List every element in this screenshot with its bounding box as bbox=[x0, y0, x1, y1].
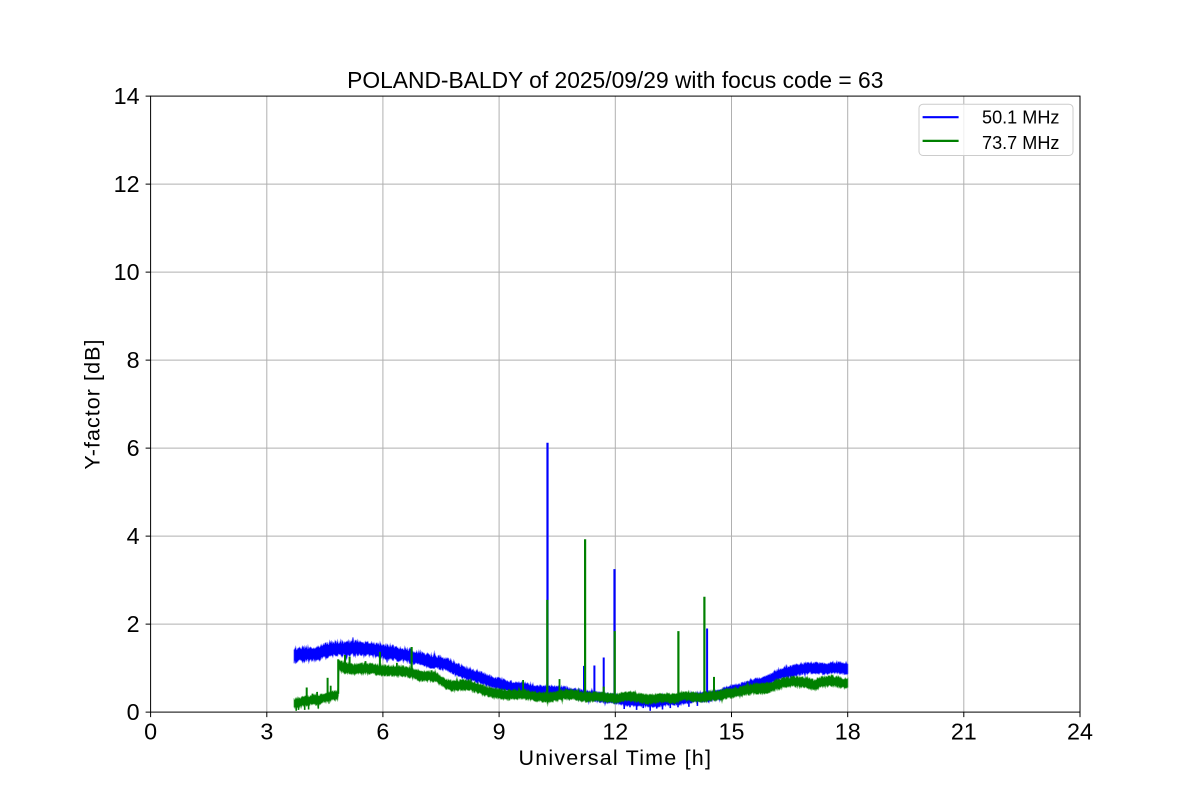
svg-text:15: 15 bbox=[719, 719, 745, 745]
svg-text:3: 3 bbox=[260, 719, 273, 745]
svg-text:Universal Time [h]: Universal Time [h] bbox=[518, 746, 712, 770]
svg-text:Y-factor [dB]: Y-factor [dB] bbox=[81, 339, 105, 470]
svg-text:24: 24 bbox=[1067, 719, 1093, 745]
svg-text:0: 0 bbox=[127, 699, 140, 725]
svg-text:50.1 MHz: 50.1 MHz bbox=[982, 108, 1059, 128]
svg-text:4: 4 bbox=[127, 523, 140, 549]
svg-text:9: 9 bbox=[493, 719, 506, 745]
svg-text:14: 14 bbox=[114, 83, 140, 109]
svg-text:0: 0 bbox=[144, 719, 157, 745]
svg-text:POLAND-BALDY of 2025/09/29 wit: POLAND-BALDY of 2025/09/29 with focus co… bbox=[347, 67, 883, 93]
svg-text:12: 12 bbox=[602, 719, 628, 745]
svg-text:6: 6 bbox=[376, 719, 389, 745]
svg-text:6: 6 bbox=[127, 435, 140, 461]
svg-text:12: 12 bbox=[114, 171, 140, 197]
svg-text:18: 18 bbox=[835, 719, 861, 745]
svg-text:10: 10 bbox=[114, 259, 140, 285]
svg-text:2: 2 bbox=[127, 611, 140, 637]
svg-text:73.7 MHz: 73.7 MHz bbox=[982, 133, 1059, 153]
svg-text:8: 8 bbox=[127, 347, 140, 373]
svg-text:21: 21 bbox=[951, 719, 977, 745]
